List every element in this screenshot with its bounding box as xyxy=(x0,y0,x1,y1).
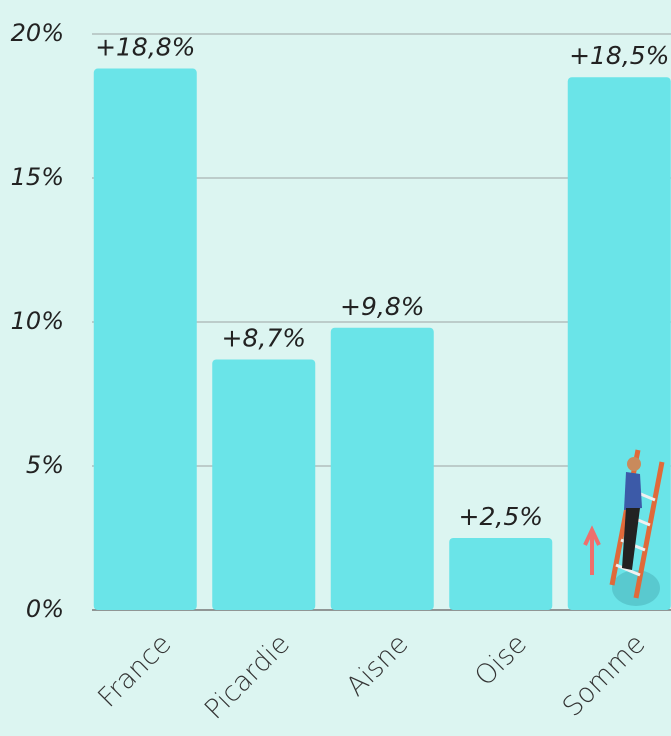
bar xyxy=(567,77,671,610)
bar xyxy=(449,538,553,610)
y-tick-label: 15% xyxy=(11,163,64,191)
y-tick-label: 20% xyxy=(11,19,64,47)
value-label: +18,8% xyxy=(95,33,195,62)
y-tick-label: 10% xyxy=(11,307,64,335)
y-tick-label: 0% xyxy=(26,595,64,623)
bar xyxy=(212,359,316,610)
value-label: +18,5% xyxy=(569,41,669,70)
bar xyxy=(93,68,197,610)
bar xyxy=(330,327,434,610)
value-label: +2,5% xyxy=(459,502,543,531)
value-label: +9,8% xyxy=(340,292,424,321)
y-tick-label: 5% xyxy=(26,451,64,479)
illustration xyxy=(583,449,665,606)
value-label: +8,7% xyxy=(222,323,306,352)
